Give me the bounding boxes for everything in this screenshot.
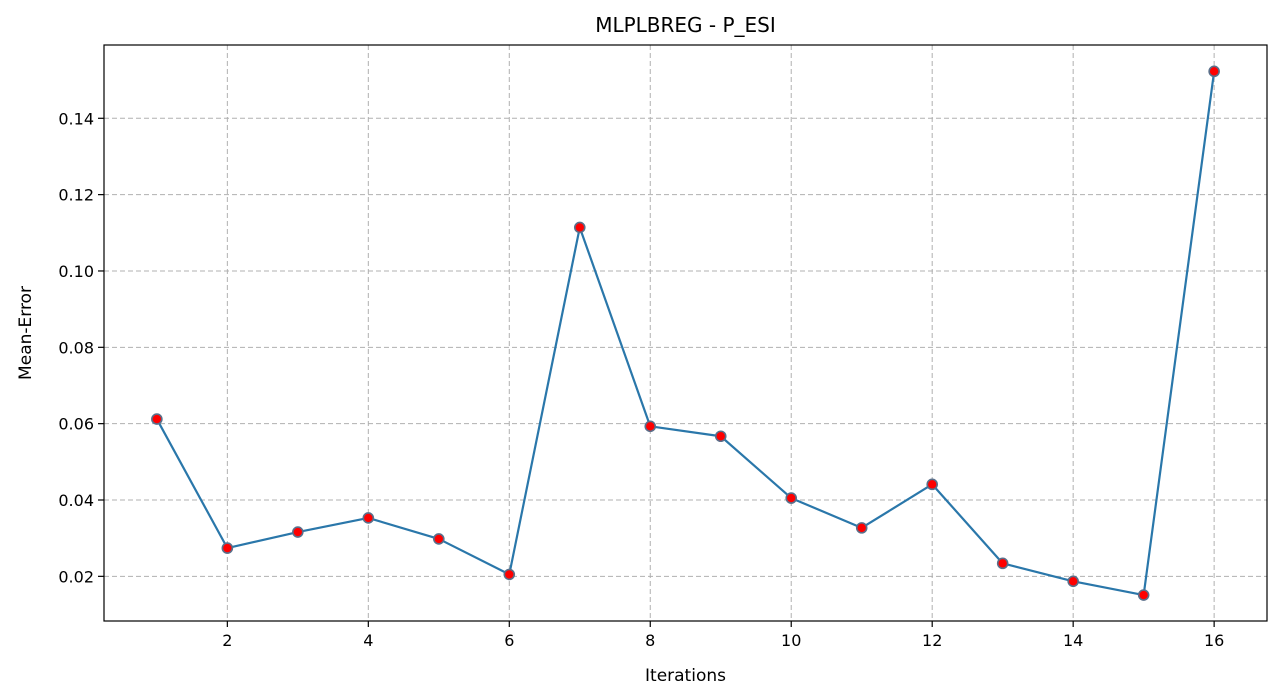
- chart-title: MLPLBREG - P_ESI: [595, 13, 776, 37]
- x-tick-label: 6: [504, 631, 514, 650]
- data-point: [503, 568, 516, 581]
- x-tick-label: 16: [1204, 631, 1224, 650]
- y-tick-label: 0.04: [58, 491, 94, 510]
- data-point: [714, 430, 727, 443]
- data-point: [644, 420, 657, 433]
- data-point: [1137, 589, 1150, 601]
- data-point: [996, 557, 1009, 570]
- data-point: [785, 492, 798, 504]
- plot-frame: [103, 44, 1268, 622]
- y-axis-title: Mean-Error: [16, 286, 36, 380]
- series-layer: [151, 65, 1220, 601]
- x-tick-label: 14: [1063, 631, 1083, 650]
- y-tick-label: 0.08: [58, 338, 94, 357]
- data-point: [855, 522, 868, 534]
- data-point: [1208, 65, 1220, 78]
- data-point: [362, 512, 375, 524]
- x-tick-label: 10: [781, 631, 801, 650]
- y-tick-label: 0.02: [58, 567, 94, 586]
- x-tick-label: 8: [645, 631, 655, 650]
- data-point: [926, 478, 938, 491]
- data-point: [292, 526, 304, 538]
- y-tick-label: 0.10: [58, 262, 94, 281]
- data-point: [573, 221, 586, 234]
- series-line: [155, 71, 1216, 597]
- data-point: [1067, 575, 1079, 588]
- x-axis-title: Iterations: [645, 666, 726, 686]
- data-point: [433, 533, 445, 545]
- x-tick-label: 2: [222, 631, 232, 650]
- y-tick-label: 0.12: [58, 186, 94, 205]
- axis-ticks: 2 4 6 8 10 12 14 16 0.02 0.04 0.06 0.08 0.10 0.12 0.14: [58, 109, 1224, 650]
- y-tick-label: 0.06: [58, 415, 94, 434]
- data-point: [151, 413, 163, 425]
- y-tick-label: 0.14: [58, 109, 94, 128]
- data-point: [221, 542, 234, 554]
- x-tick-label: 4: [363, 631, 373, 650]
- x-tick-label: 12: [922, 631, 942, 650]
